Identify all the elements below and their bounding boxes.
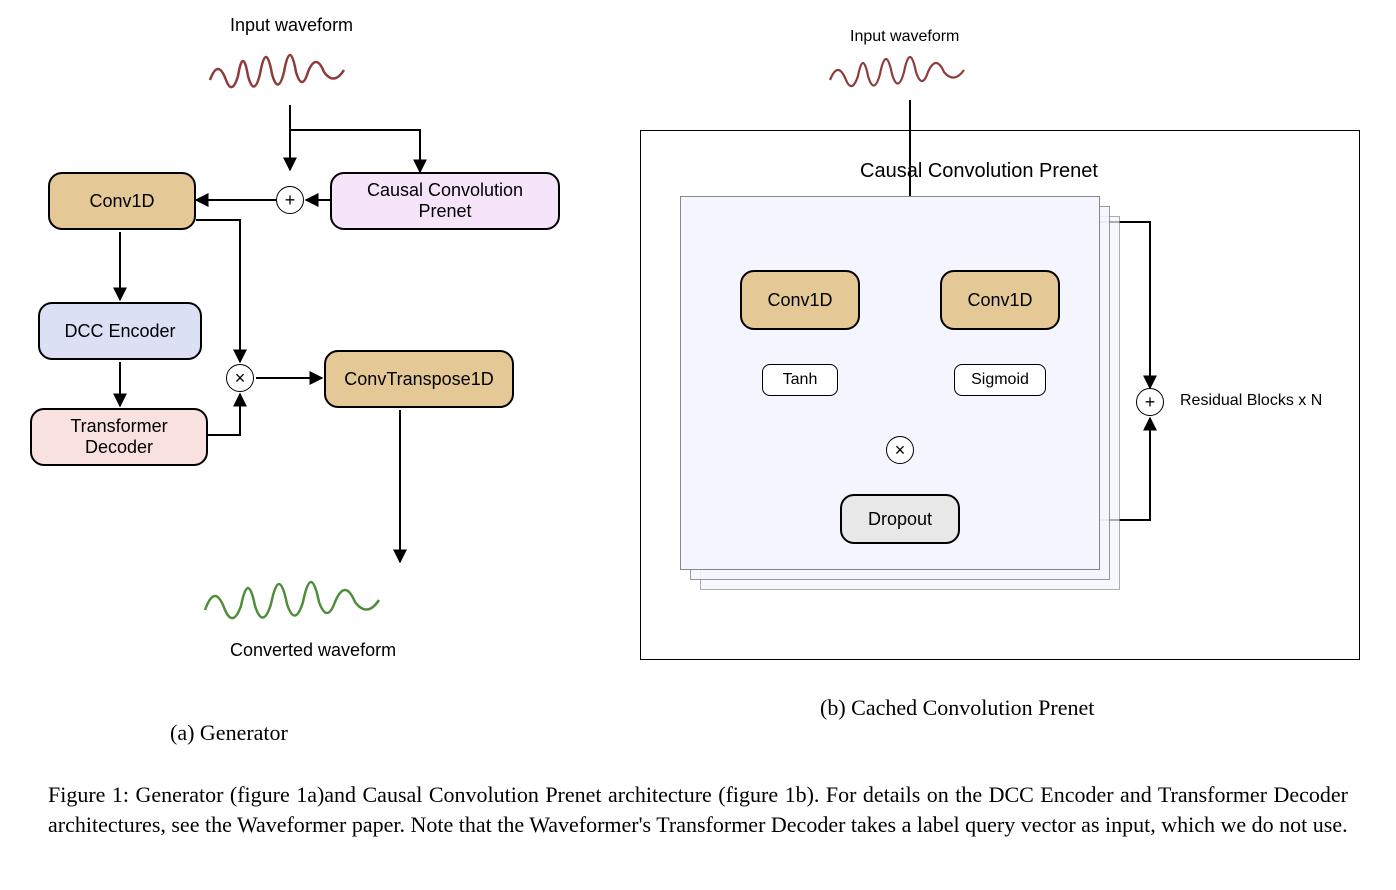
node-transformer-decoder: Transformer Decoder (30, 408, 208, 466)
caption-a: (a) Generator (170, 720, 288, 746)
input-waveform-label-a: Input waveform (230, 15, 353, 36)
node-conv1d-a: Conv1D (48, 172, 196, 230)
op-times-b-text: × (895, 440, 906, 461)
node-conv1d-b-right: Conv1D (940, 270, 1060, 330)
node-tanh: Tanh (762, 364, 838, 396)
node-prenet-a: Causal Convolution Prenet (330, 172, 560, 230)
op-times-b: × (886, 436, 914, 464)
waveform-input-a (210, 55, 344, 87)
op-plus-a: + (276, 186, 304, 214)
node-dropout: Dropout (840, 494, 960, 544)
node-dcc-encoder: DCC Encoder (38, 302, 202, 360)
node-conv1d-b-left: Conv1D (740, 270, 860, 330)
panel-title-b: Causal Convolution Prenet (860, 160, 1098, 183)
node-convtranspose: ConvTranspose1D (324, 350, 514, 408)
waveform-output-a (205, 582, 379, 618)
node-conv1d-b-left-text: Conv1D (767, 290, 832, 311)
node-dropout-text: Dropout (868, 509, 932, 530)
op-times-a: × (226, 364, 254, 392)
caption-b: (b) Cached Convolution Prenet (820, 695, 1094, 721)
node-prenet-a-text: Causal Convolution Prenet (340, 180, 550, 222)
input-waveform-label-b: Input waveform (850, 28, 959, 46)
node-tanh-text: Tanh (783, 371, 818, 389)
node-sigmoid: Sigmoid (954, 364, 1046, 396)
converted-waveform-label: Converted waveform (230, 640, 396, 661)
op-plus-a-text: + (285, 190, 296, 211)
node-transformer-text: Transformer Decoder (40, 416, 198, 458)
node-dcc-text: DCC Encoder (64, 321, 175, 342)
node-conv1d-b-right-text: Conv1D (967, 290, 1032, 311)
figure-caption: Figure 1: Generator (figure 1a)and Causa… (48, 780, 1348, 839)
op-plus-b: + (1136, 388, 1164, 416)
op-plus-b-text: + (1145, 392, 1156, 413)
figure-page: Input waveform Conv1D + Causal Convoluti… (0, 0, 1396, 890)
node-conv1d-a-text: Conv1D (89, 191, 154, 212)
node-sigmoid-text: Sigmoid (971, 371, 1029, 389)
op-times-a-text: × (235, 368, 246, 389)
waveform-input-b (830, 57, 964, 86)
residual-label: Residual Blocks x N (1180, 392, 1322, 410)
node-convtranspose-text: ConvTranspose1D (344, 369, 493, 390)
